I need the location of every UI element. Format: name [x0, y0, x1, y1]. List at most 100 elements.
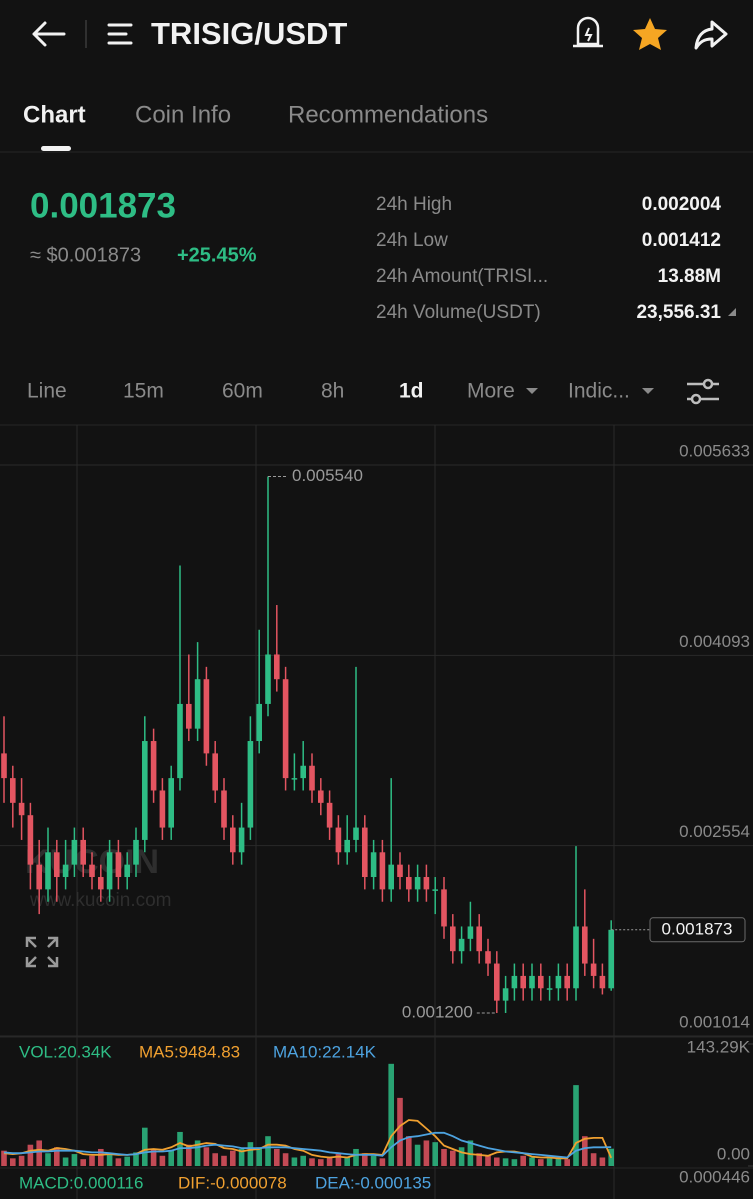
volume-bar: [318, 1159, 324, 1166]
volume-bar: [564, 1159, 570, 1166]
candle-body: [362, 827, 368, 878]
timeframe[interactable]: 8h: [321, 380, 344, 403]
candle-body: [353, 827, 359, 840]
vertical-grid: [76, 425, 615, 1199]
timeframe-active[interactable]: 1d: [399, 380, 424, 403]
candle-body: [379, 852, 386, 890]
alert-button[interactable]: [573, 16, 603, 48]
volume-bar: [71, 1154, 78, 1166]
volume-bar: [230, 1150, 236, 1166]
volume-bar: [335, 1154, 342, 1166]
volume-bar: [247, 1142, 254, 1166]
ma10-line: [3, 1131, 612, 1159]
candle-body: [599, 975, 606, 989]
candle-body: [106, 852, 113, 890]
candle-body: [538, 975, 544, 989]
volume-bar: [150, 1148, 157, 1166]
volume-bar: [388, 1063, 394, 1166]
tab[interactable]: Coin Info: [135, 101, 231, 128]
dropdown-arrow: [526, 388, 538, 394]
candle-body: [467, 926, 474, 939]
candle-body: [608, 929, 614, 989]
stat-label: 24h Amount(TRISI...: [376, 266, 548, 287]
volume-bar: [379, 1158, 386, 1166]
volume-bar: [353, 1148, 359, 1166]
tab[interactable]: Chart: [23, 101, 86, 128]
candle-body: [256, 703, 262, 742]
candle-body: [476, 926, 482, 952]
timeframe[interactable]: 15m: [123, 380, 164, 403]
share-button[interactable]: [694, 20, 728, 50]
candle-body: [186, 703, 192, 729]
candle-body: [344, 839, 350, 853]
back-button[interactable]: [32, 21, 66, 47]
volume-bar: [573, 1085, 579, 1166]
candle-body: [370, 852, 377, 878]
expand-stats[interactable]: [728, 308, 736, 316]
volume-bar: [238, 1148, 245, 1166]
volume-legend: MA10:22.14K: [273, 1042, 377, 1061]
stat-label: 24h High: [376, 194, 452, 215]
candle-body: [265, 654, 271, 704]
volume-bar: [476, 1153, 482, 1166]
tab[interactable]: Recommendations: [288, 101, 488, 128]
volume-bar: [546, 1158, 553, 1166]
volume-bar: [159, 1155, 166, 1166]
candle-body: [450, 926, 456, 952]
volume-bar: [27, 1144, 34, 1166]
candle-body: [124, 864, 130, 878]
volume-bar: [458, 1147, 465, 1166]
candle-body: [318, 790, 324, 803]
candle-body: [502, 988, 509, 1001]
y-tick-label: 0.001014: [679, 1012, 750, 1031]
candle-body: [441, 889, 447, 927]
tab-indicator: [41, 146, 71, 151]
volume-bar: [1, 1150, 7, 1166]
candle-body: [71, 839, 78, 865]
volume-bar: [282, 1153, 289, 1166]
volume-bar: [194, 1140, 201, 1166]
timeframe-more[interactable]: More: [467, 380, 515, 403]
candle-body: [309, 765, 315, 791]
timeframe[interactable]: Line: [27, 380, 67, 403]
candle-body: [282, 679, 289, 779]
candle-body: [27, 815, 34, 865]
stat-label: 24h Low: [376, 230, 448, 251]
volume-bar: [599, 1157, 606, 1166]
volume-bar: [106, 1153, 113, 1166]
volume-bar: [62, 1157, 69, 1166]
volume-bar: [344, 1157, 350, 1166]
candle-body: [10, 778, 16, 803]
volume-tick-label: 0.00: [717, 1144, 750, 1163]
volume-bar: [45, 1153, 51, 1166]
favorite-button[interactable]: [633, 18, 667, 50]
volume-bar: [494, 1157, 500, 1166]
timeframe[interactable]: 60m: [222, 380, 263, 403]
candle-body: [45, 852, 51, 890]
volume-bar: [423, 1140, 430, 1166]
candle-body: [546, 988, 553, 990]
volume-bar: [450, 1150, 456, 1166]
price-change: +25.45%: [177, 244, 257, 266]
volume-legend: MA5:9484.83: [139, 1042, 240, 1061]
volume-bar: [115, 1158, 122, 1166]
last-price-label: 0.001873: [662, 919, 733, 938]
indicators[interactable]: Indic...: [568, 380, 630, 403]
menu-button[interactable]: [107, 23, 133, 45]
candle-body: [1, 753, 7, 779]
fullscreen-button[interactable]: [25, 936, 59, 968]
low-label: 0.001200: [402, 1002, 473, 1021]
candle-body: [494, 963, 500, 1001]
candle-body: [590, 963, 597, 976]
volume-bar: [168, 1150, 174, 1166]
candle-body: [133, 839, 139, 865]
candle-body: [414, 877, 421, 890]
high-label: 0.005540: [292, 466, 363, 485]
candle-body: [194, 679, 201, 729]
volume-bar: [133, 1152, 139, 1166]
volume-bar: [414, 1144, 421, 1166]
candle-body: [335, 827, 342, 853]
chart-settings[interactable]: [687, 378, 719, 405]
